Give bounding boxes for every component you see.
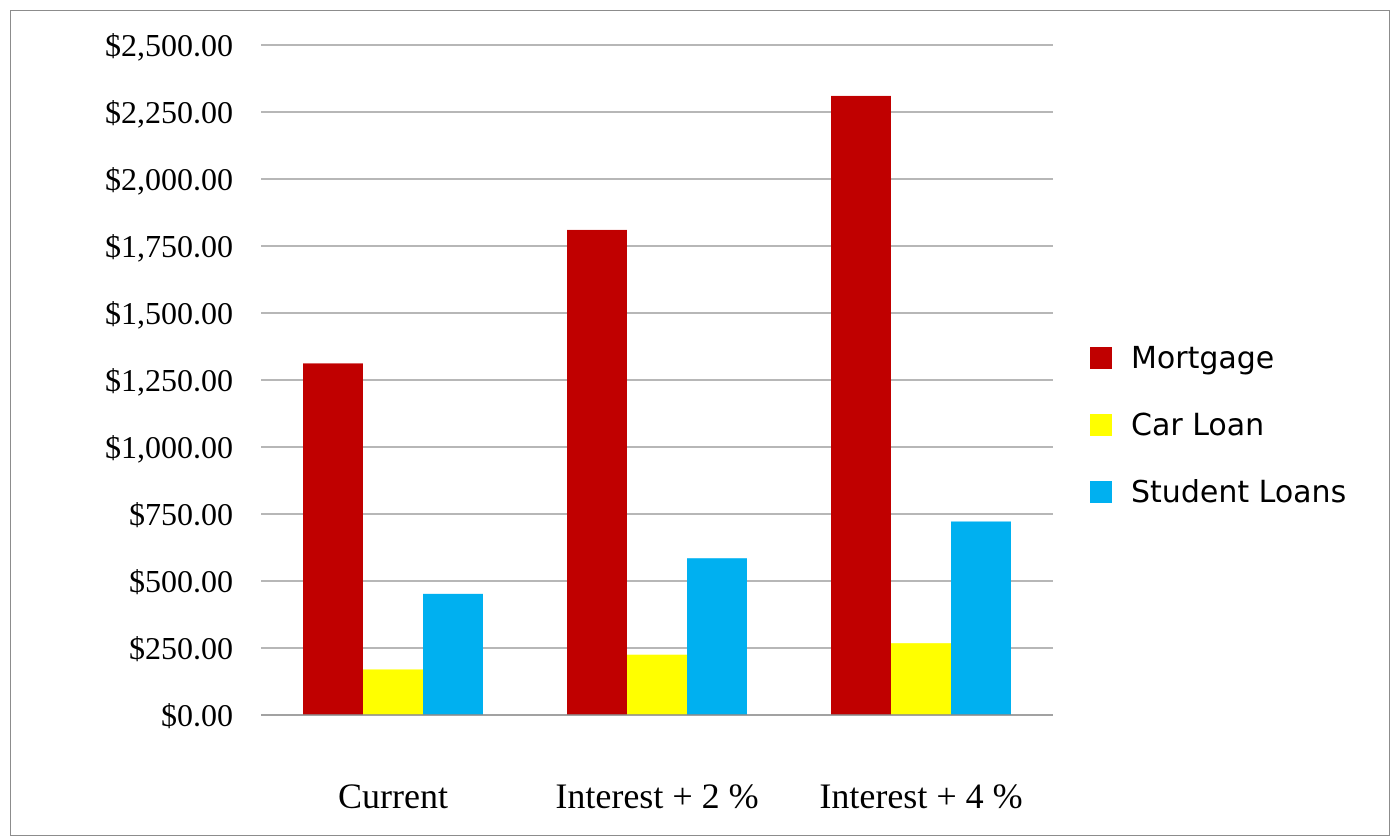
- y-tick-label: $0.00: [161, 697, 233, 733]
- x-tick-label: Interest + 4 %: [819, 776, 1022, 816]
- bar-car-loan: [363, 669, 423, 715]
- y-tick-label: $2,500.00: [105, 27, 233, 63]
- bar-mortgage: [303, 363, 363, 715]
- legend-label: Student Loans: [1131, 475, 1346, 510]
- bars: [303, 95, 1011, 716]
- legend-label: Mortgage: [1131, 341, 1274, 376]
- y-tick-label: $2,250.00: [105, 94, 233, 130]
- y-tick-label: $250.00: [129, 630, 233, 666]
- bar-student-loans: [687, 558, 747, 715]
- y-tick-label: $1,500.00: [105, 295, 233, 331]
- legend: Mortgage Car Loan Student Loans: [1090, 341, 1346, 510]
- legend-swatch: [1090, 481, 1112, 503]
- bar-car-loan: [627, 654, 687, 715]
- x-tick-label: Current: [338, 776, 448, 816]
- legend-swatch: [1090, 414, 1112, 436]
- y-tick-label: $1,250.00: [105, 362, 233, 398]
- y-axis: $0.00 $250.00 $500.00 $750.00 $1,000.00 $1,25…: [105, 27, 233, 733]
- legend-label: Car Loan: [1131, 408, 1264, 443]
- bar-mortgage: [567, 229, 627, 716]
- bar-student-loans: [951, 521, 1011, 715]
- bar-mortgage: [831, 95, 891, 716]
- y-tick-label: $2,000.00: [105, 161, 233, 197]
- x-axis: Current Interest + 2 % Interest + 4 %: [261, 714, 1053, 816]
- bar-student-loans: [423, 593, 483, 715]
- legend-swatch: [1090, 347, 1112, 369]
- y-tick-label: $500.00: [129, 563, 233, 599]
- y-tick-label: $1,750.00: [105, 228, 233, 264]
- x-tick-label: Interest + 2 %: [555, 776, 758, 816]
- bar-car-loan: [891, 643, 951, 715]
- bar-chart: $0.00 $250.00 $500.00 $750.00 $1,000.00 $1,25…: [105, 27, 1346, 816]
- y-tick-label: $750.00: [129, 496, 233, 532]
- gridlines: [261, 44, 1053, 716]
- y-tick-label: $1,000.00: [105, 429, 233, 465]
- chart-area: $0.00 $250.00 $500.00 $750.00 $1,000.00 $1,25…: [10, 10, 1390, 836]
